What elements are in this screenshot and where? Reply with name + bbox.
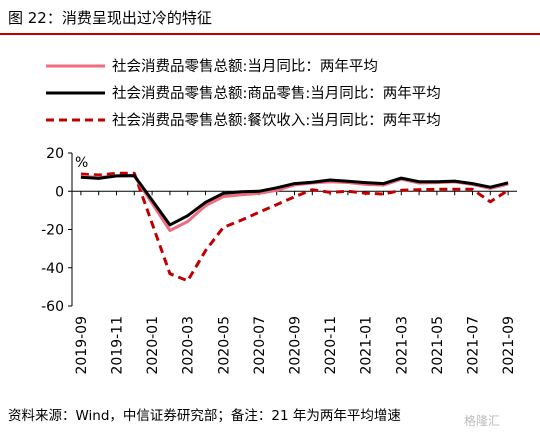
x-tick-label: 2020-07	[252, 316, 268, 375]
x-tick-label: 2020-09	[288, 316, 304, 375]
figure-title: 图 22：消费呈现出过冷的特征	[8, 9, 212, 27]
y-tick-label: -20	[41, 223, 64, 239]
line-chart: 社会消费品零售总额:当月同比：两年平均社会消费品零售总额:商品零售:当月同比：两…	[41, 58, 517, 375]
chart-legend: 社会消费品零售总额:当月同比：两年平均社会消费品零售总额:商品零售:当月同比：两…	[46, 58, 441, 129]
chart-lines	[80, 171, 509, 283]
y-unit-label: %	[75, 155, 88, 171]
x-tick-label: 2021-03	[394, 316, 410, 375]
x-tick-label: 2020-01	[145, 316, 161, 375]
figure-title-bar: 图 22：消费呈现出过冷的特征	[0, 0, 540, 35]
y-tick-label: 0	[55, 184, 64, 200]
x-tick-label: 2021-07	[466, 316, 482, 375]
x-tick-label: 2019-09	[74, 316, 90, 375]
y-tick-label: -60	[41, 299, 64, 315]
y-tick-label: -40	[41, 261, 64, 277]
series-line-3	[80, 171, 509, 283]
x-tick-label: 2021-01	[359, 316, 375, 375]
x-tick-label: 2019-11	[110, 316, 126, 375]
watermark: 格隆汇	[464, 414, 501, 428]
source-note: 资料来源：Wind，中信证券研究部；备注：21 年为两年平均增速	[8, 408, 401, 424]
y-tick-label: 20	[46, 146, 64, 162]
legend-label-2: 社会消费品零售总额:商品零售:当月同比：两年平均	[112, 85, 441, 102]
x-tick-label: 2021-05	[430, 316, 446, 375]
x-tick-label: 2021-09	[501, 316, 517, 375]
x-tick-label: 2020-03	[181, 316, 197, 375]
x-tick-label: 2020-11	[323, 316, 339, 375]
legend-label-1: 社会消费品零售总额:当月同比：两年平均	[112, 58, 378, 75]
legend-label-3: 社会消费品零售总额:餐饮收入:当月同比：两年平均	[112, 112, 441, 129]
x-tick-label: 2020-05	[216, 316, 232, 375]
series-line-2	[80, 174, 509, 227]
chart-axes: 20 0 -20 -40 -60% 2019-09 2019-11 2020-01 2020-0…	[41, 146, 517, 375]
